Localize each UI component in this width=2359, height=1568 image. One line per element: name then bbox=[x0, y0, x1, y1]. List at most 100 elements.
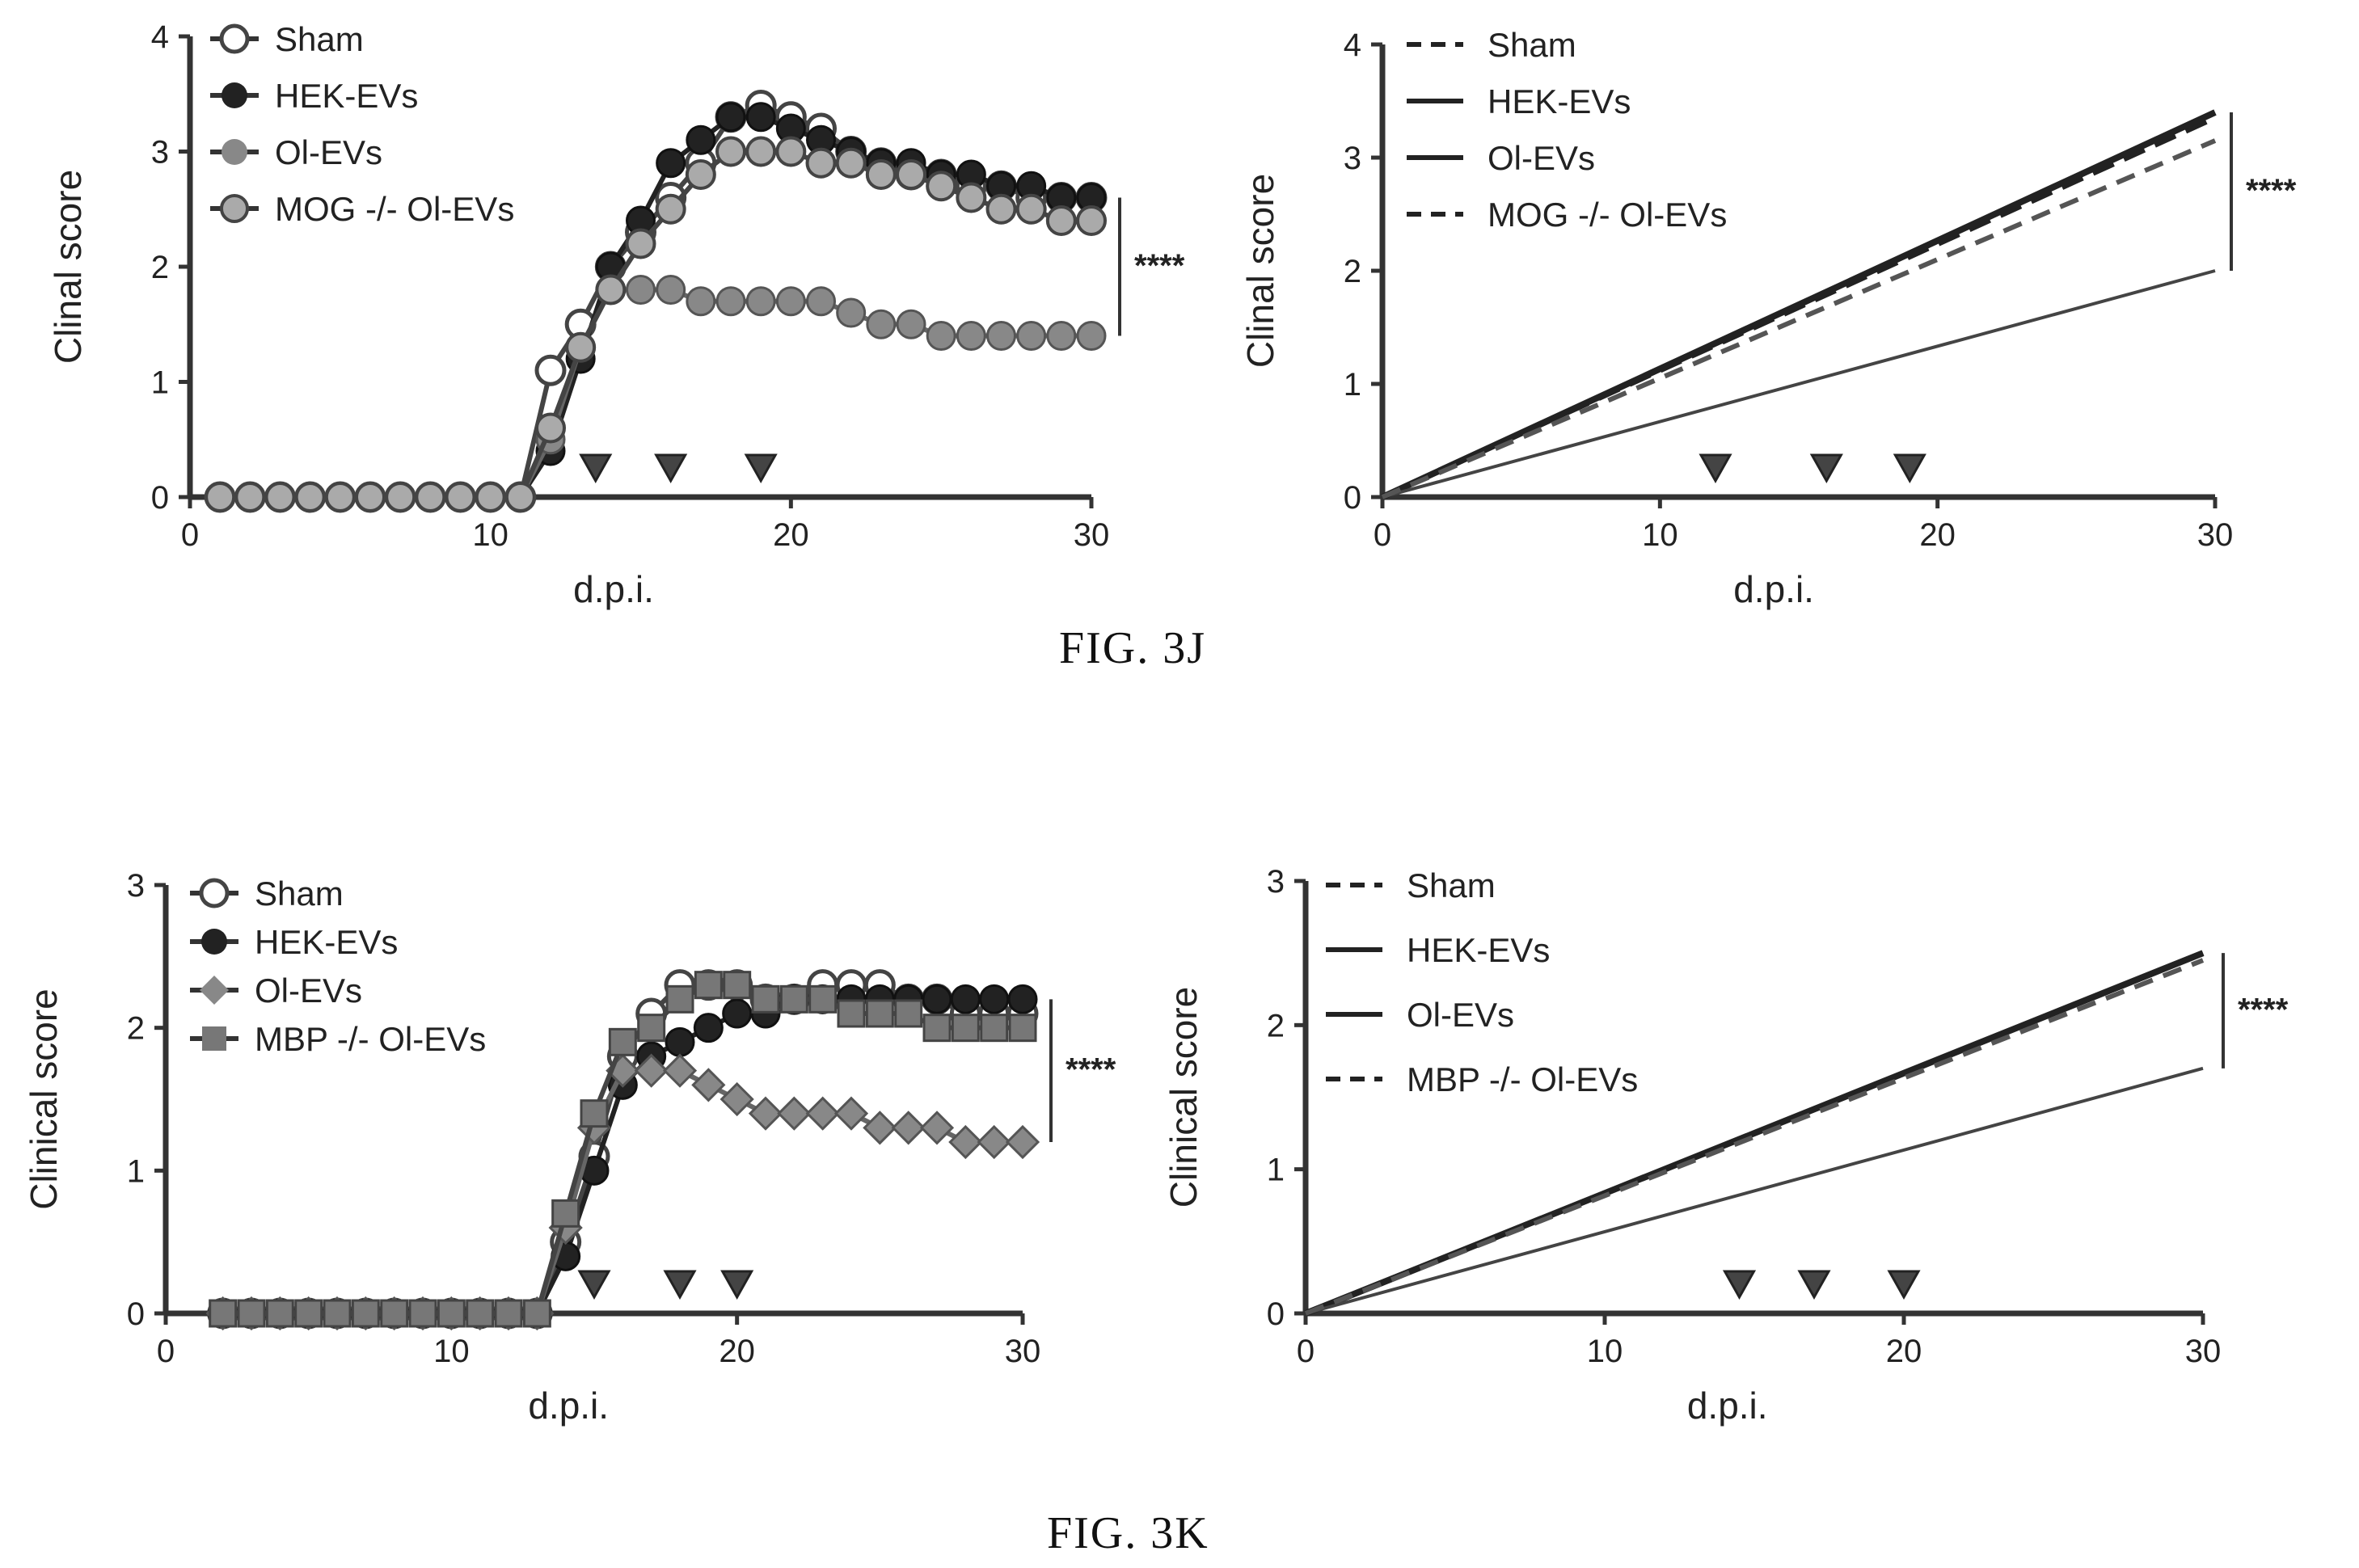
series-line bbox=[220, 287, 1091, 499]
treatment-arrow bbox=[1699, 453, 1732, 484]
series-mog-ol-evs bbox=[205, 136, 1107, 512]
significance-label: **** bbox=[2238, 993, 2289, 1028]
y-tick-label: 2 bbox=[1267, 1008, 1285, 1043]
data-point bbox=[865, 159, 897, 190]
data-point bbox=[745, 102, 776, 133]
y-axis-label: Clinal score bbox=[1239, 174, 1281, 368]
legend-entry: Sham bbox=[1407, 26, 1576, 64]
legend-marker bbox=[222, 139, 247, 165]
legend-entry: MOG -/- Ol-EVs bbox=[210, 190, 514, 228]
data-point bbox=[865, 999, 894, 1028]
data-point bbox=[494, 1299, 523, 1328]
data-point bbox=[323, 1299, 352, 1328]
legend-label: MOG -/- Ol-EVs bbox=[1488, 196, 1727, 234]
treatment-arrow bbox=[663, 1270, 697, 1300]
y-tick-label: 4 bbox=[1344, 27, 1361, 63]
data-point bbox=[720, 1081, 754, 1117]
x-tick-label: 10 bbox=[1642, 517, 1678, 553]
x-tick-label: 20 bbox=[773, 517, 809, 553]
y-tick-label: 0 bbox=[151, 480, 169, 516]
data-point bbox=[808, 984, 838, 1014]
data-point bbox=[956, 182, 987, 213]
series-ol-evs bbox=[1305, 1066, 2204, 1315]
data-point bbox=[777, 1096, 812, 1131]
data-point bbox=[948, 1124, 983, 1160]
legend-entry: HEK-EVs bbox=[210, 77, 418, 115]
x-tick-label: 20 bbox=[1886, 1334, 1922, 1369]
data-point bbox=[437, 1299, 466, 1328]
data-point bbox=[265, 1299, 294, 1328]
y-tick-label: 3 bbox=[127, 868, 145, 904]
data-point bbox=[986, 321, 1016, 351]
y-tick-label: 1 bbox=[151, 365, 169, 401]
data-point bbox=[715, 136, 746, 167]
legend-entry: HEK-EVs bbox=[1326, 931, 1550, 969]
figure-caption-3k: FIG. 3K bbox=[1047, 1508, 1209, 1558]
figure-caption-3j: FIG. 3J bbox=[1059, 623, 1207, 673]
data-point bbox=[919, 1111, 955, 1145]
legend-entry: Ol-EVs bbox=[1407, 139, 1595, 177]
legend-label: Sham bbox=[1407, 866, 1496, 904]
significance-label: **** bbox=[1134, 248, 1185, 284]
data-point bbox=[833, 1096, 869, 1131]
data-point bbox=[693, 1013, 724, 1043]
data-point bbox=[722, 998, 753, 1029]
data-point bbox=[665, 1026, 695, 1057]
data-point bbox=[956, 321, 986, 351]
legend-entry: MOG -/- Ol-EVs bbox=[1407, 196, 1727, 234]
data-point bbox=[866, 309, 897, 339]
data-point bbox=[950, 984, 981, 1014]
data-point bbox=[385, 482, 416, 512]
y-tick-label: 2 bbox=[151, 250, 169, 285]
data-point bbox=[775, 286, 806, 317]
y-axis-label: Clinical score bbox=[23, 988, 65, 1210]
data-point bbox=[656, 275, 686, 305]
data-point bbox=[205, 482, 236, 512]
y-tick-label: 1 bbox=[1344, 367, 1361, 403]
legend-entry: HEK-EVs bbox=[1407, 82, 1631, 120]
legend-label: MBP -/- Ol-EVs bbox=[1407, 1060, 1638, 1098]
data-point bbox=[1016, 321, 1047, 351]
legend-entry: Sham bbox=[190, 875, 344, 913]
legend-label: Sham bbox=[1488, 26, 1576, 64]
y-tick-label: 1 bbox=[127, 1153, 145, 1189]
data-point bbox=[475, 482, 506, 512]
regression-line bbox=[1304, 958, 2205, 1316]
regression-line bbox=[1381, 109, 2217, 500]
y-axis-label: Clinal score bbox=[47, 170, 89, 364]
data-point bbox=[535, 412, 566, 444]
data-point bbox=[891, 1111, 926, 1145]
data-point bbox=[896, 159, 926, 190]
data-point bbox=[324, 482, 356, 512]
data-point bbox=[926, 171, 957, 202]
legend-entry: MBP -/- Ol-EVs bbox=[1326, 1060, 1638, 1098]
data-point bbox=[209, 1299, 238, 1328]
data-point bbox=[1076, 321, 1107, 351]
series-mbp-ol-evs bbox=[1304, 958, 2205, 1316]
data-point bbox=[805, 147, 837, 179]
data-point bbox=[694, 971, 723, 1000]
data-point bbox=[637, 1014, 666, 1043]
regression-line bbox=[1382, 269, 2216, 499]
data-point bbox=[626, 275, 656, 305]
legend-entry: Ol-EVs bbox=[1326, 996, 1514, 1034]
data-point bbox=[355, 482, 386, 512]
y-tick-label: 3 bbox=[151, 135, 169, 171]
y-tick-label: 2 bbox=[127, 1011, 145, 1047]
legend-marker bbox=[219, 23, 250, 54]
treatment-arrow bbox=[579, 453, 613, 484]
y-tick-label: 1 bbox=[1267, 1153, 1285, 1188]
data-point bbox=[1007, 984, 1038, 1014]
legend-marker bbox=[222, 82, 247, 108]
x-axis-label: d.p.i. bbox=[528, 1385, 609, 1427]
data-point bbox=[748, 1096, 783, 1131]
treatment-arrow bbox=[1809, 453, 1843, 484]
legend-entry: HEK-EVs bbox=[190, 923, 398, 961]
x-tick-label: 10 bbox=[1587, 1334, 1623, 1369]
x-tick-label: 0 bbox=[1297, 1334, 1315, 1369]
treatment-arrow bbox=[654, 453, 688, 484]
data-point bbox=[551, 1199, 580, 1228]
data-point bbox=[979, 984, 1010, 1014]
data-point bbox=[595, 274, 627, 306]
legend-label: HEK-EVs bbox=[1488, 82, 1631, 120]
